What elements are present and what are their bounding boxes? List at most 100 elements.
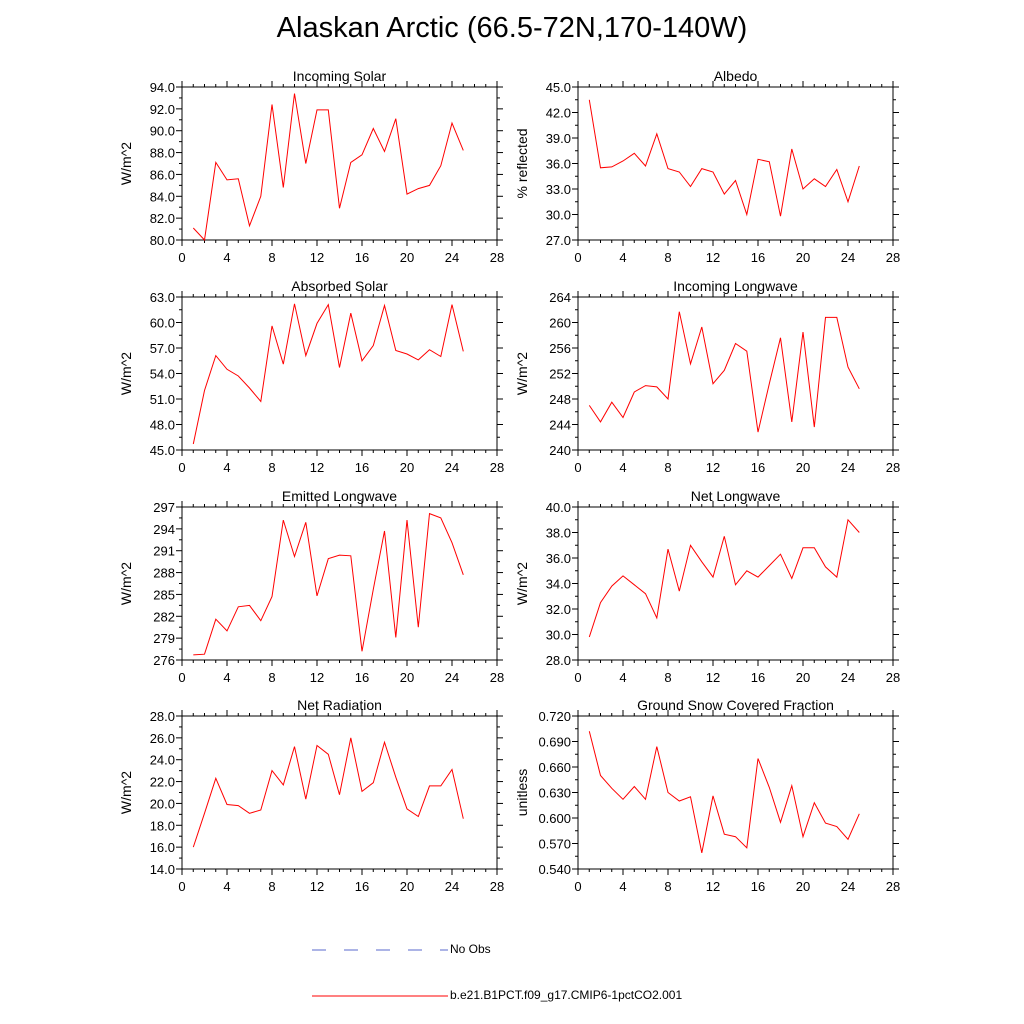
panel-2-ytick-label: 27.0 bbox=[546, 233, 571, 248]
panel-8-ytick-label: 0.600 bbox=[538, 811, 571, 826]
panel-3-title: Absorbed Solar bbox=[291, 278, 388, 294]
panel-2-title: Albedo bbox=[714, 68, 758, 84]
panel-4-xtick-label: 12 bbox=[706, 460, 720, 475]
panel-4-ytick-label: 256 bbox=[549, 341, 571, 356]
panel-6-ytick-label: 28.0 bbox=[546, 653, 571, 668]
panel-1-ytick-label: 84.0 bbox=[150, 189, 175, 204]
panel-7-xtick-label: 4 bbox=[223, 879, 230, 894]
panel-6-ytick-label: 36.0 bbox=[546, 551, 571, 566]
panel-5-xtick-label: 0 bbox=[178, 670, 185, 685]
panel-2-ytick-label: 33.0 bbox=[546, 182, 571, 197]
panel-7-xtick-label: 16 bbox=[355, 879, 369, 894]
panel-8-ytick-label: 0.570 bbox=[538, 837, 571, 852]
panel-4-ytick-label: 248 bbox=[549, 392, 571, 407]
panel-2-ytick-label: 42.0 bbox=[546, 106, 571, 121]
panel-8-ytick-label: 0.630 bbox=[538, 786, 571, 801]
panel-8-xtick-label: 12 bbox=[706, 879, 720, 894]
panel-7-ytick-label: 28.0 bbox=[150, 709, 175, 724]
panel-7-series-line bbox=[192, 737, 464, 848]
panel-7-xtick-label: 24 bbox=[445, 879, 459, 894]
panel-7-xtick-label: 0 bbox=[178, 879, 185, 894]
panel-6-xtick-label: 16 bbox=[751, 670, 765, 685]
panel-3-xtick-label: 20 bbox=[400, 460, 414, 475]
panel-5-xtick-label: 20 bbox=[400, 670, 414, 685]
panel-4-series-line bbox=[588, 311, 860, 433]
panel-2-ytick-label: 36.0 bbox=[546, 157, 571, 172]
panel-5-xtick-label: 4 bbox=[223, 670, 230, 685]
panel-5-ytick-label: 276 bbox=[153, 653, 175, 668]
panel-8-xtick-label: 8 bbox=[664, 879, 671, 894]
panel-5-ytick-label: 297 bbox=[153, 500, 175, 515]
panel-8-xtick-label: 28 bbox=[886, 879, 900, 894]
panel-3-ytick-label: 51.0 bbox=[150, 392, 175, 407]
panel-6-xtick-label: 8 bbox=[664, 670, 671, 685]
panel-1-ytick-label: 88.0 bbox=[150, 146, 175, 161]
panel-3-ytick-label: 54.0 bbox=[150, 367, 175, 382]
panel-1-ytick-label: 94.0 bbox=[150, 80, 175, 95]
panel-6-xtick-label: 24 bbox=[841, 670, 855, 685]
panel-2-xtick-label: 0 bbox=[574, 250, 581, 265]
panel-8-ytick-label: 0.720 bbox=[538, 709, 571, 724]
panel-4-ytick-label: 240 bbox=[549, 443, 571, 458]
panel-8-ytick-label: 0.660 bbox=[538, 760, 571, 775]
panel-8-xtick-label: 16 bbox=[751, 879, 765, 894]
panel-8-xtick-label: 20 bbox=[796, 879, 810, 894]
panel-1-xtick-label: 20 bbox=[400, 250, 414, 265]
panel-7-ytick-label: 16.0 bbox=[150, 840, 175, 855]
panel-8-title: Ground Snow Covered Fraction bbox=[637, 697, 834, 713]
panel-3-xtick-label: 24 bbox=[445, 460, 459, 475]
panel-5-ytick-label: 294 bbox=[153, 522, 175, 537]
panel-3-xtick-label: 16 bbox=[355, 460, 369, 475]
panel-4-xtick-label: 0 bbox=[574, 460, 581, 475]
panel-3-ytick-label: 57.0 bbox=[150, 341, 175, 356]
panel-2-xtick-label: 12 bbox=[706, 250, 720, 265]
panel-6-xtick-label: 20 bbox=[796, 670, 810, 685]
panel-6-xtick-label: 12 bbox=[706, 670, 720, 685]
panel-2-frame bbox=[577, 86, 894, 241]
panel-6-ytick-label: 34.0 bbox=[546, 577, 571, 592]
legend-model-label: b.e21.B1PCT.f09_g17.CMIP6-1pctCO2.001 bbox=[450, 988, 683, 1002]
panel-2-ytick-label: 30.0 bbox=[546, 208, 571, 223]
panel-5-ytick-label: 279 bbox=[153, 631, 175, 646]
panel-1-xtick-label: 28 bbox=[490, 250, 504, 265]
panel-1-xtick-label: 0 bbox=[178, 250, 185, 265]
panel-3-ylabel: W/m^2 bbox=[118, 352, 134, 395]
panel-6-ytick-label: 30.0 bbox=[546, 628, 571, 643]
page-title: Alaskan Arctic (66.5-72N,170-140W) bbox=[276, 12, 748, 44]
panel-6-series-line bbox=[588, 518, 860, 638]
panel-3-ytick-label: 45.0 bbox=[150, 443, 175, 458]
panel-1-ylabel: W/m^2 bbox=[118, 142, 134, 185]
panel-1-ytick-label: 92.0 bbox=[150, 102, 175, 117]
panel-8-xtick-label: 24 bbox=[841, 879, 855, 894]
panel-3-ytick-label: 63.0 bbox=[150, 290, 175, 305]
panel-5-xtick-label: 16 bbox=[355, 670, 369, 685]
panel-4-xtick-label: 20 bbox=[796, 460, 810, 475]
panel-3-ytick-label: 48.0 bbox=[150, 418, 175, 433]
legend-obs-label: No Obs bbox=[450, 942, 491, 956]
panel-1-xtick-label: 24 bbox=[445, 250, 459, 265]
panel-3-xtick-label: 0 bbox=[178, 460, 185, 475]
panel-7-ylabel: W/m^2 bbox=[118, 771, 134, 814]
panel-4-ytick-label: 260 bbox=[549, 316, 571, 331]
panel-8-ytick-label: 0.540 bbox=[538, 862, 571, 877]
panel-2-xtick-label: 16 bbox=[751, 250, 765, 265]
panel-7-xtick-label: 20 bbox=[400, 879, 414, 894]
panel-4-ylabel: W/m^2 bbox=[514, 352, 530, 395]
panel-6-xtick-label: 4 bbox=[619, 670, 626, 685]
panel-7-ytick-label: 24.0 bbox=[150, 753, 175, 768]
panel-4-xtick-label: 16 bbox=[751, 460, 765, 475]
panel-6-ytick-label: 32.0 bbox=[546, 602, 571, 617]
panel-1-ytick-label: 80.0 bbox=[150, 233, 175, 248]
panel-5-ytick-label: 291 bbox=[153, 544, 175, 559]
panel-3-series-line bbox=[192, 303, 464, 445]
panel-3-frame bbox=[181, 296, 498, 451]
panel-2-xtick-label: 8 bbox=[664, 250, 671, 265]
panel-5-frame bbox=[181, 506, 498, 661]
panel-2-ylabel: % reflected bbox=[514, 128, 530, 198]
panel-5-xtick-label: 8 bbox=[268, 670, 275, 685]
panel-5-ytick-label: 288 bbox=[153, 566, 175, 581]
panel-4-frame bbox=[577, 296, 894, 451]
panel-8-frame bbox=[577, 715, 894, 870]
panel-1-xtick-label: 16 bbox=[355, 250, 369, 265]
